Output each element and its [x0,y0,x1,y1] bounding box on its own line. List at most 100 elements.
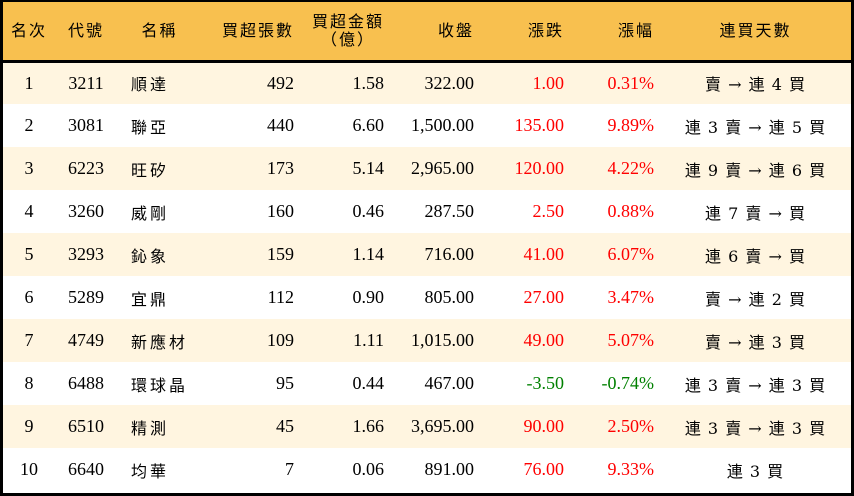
cell-code: 4749 [68,330,104,350]
cell-net-buy-amount: 0.06 [352,459,385,479]
cell-net-buy-lots: 492 [267,72,294,93]
cell-rank: 7 [24,330,34,350]
cell-net-buy-amount: 1.14 [352,244,385,264]
cell-close: 467.00 [424,373,475,393]
header-consecutive-days: 連買天數 [660,2,851,63]
table-row: 6 5289 宜鼎 112 0.90 805.00 27.00 3.47% 賣 … [3,276,851,319]
cell-net-buy-lots: 7 [285,459,294,479]
cell-change: 135.00 [514,115,565,135]
cell-net-buy-amount: 5.14 [352,158,385,178]
header-code: 代號 [55,2,117,63]
cell-change: 49.00 [523,330,565,350]
header-name: 名稱 [117,2,202,63]
header-net-buy-amount: 買超金額 （億） [300,2,390,63]
cell-code: 6510 [68,416,104,436]
cell-name: 聯亞 [131,117,170,137]
cell-net-buy-amount: 0.90 [352,287,385,307]
table-row: 2 3081 聯亞 440 6.60 1,500.00 135.00 9.89%… [3,104,851,147]
cell-close: 891.00 [424,459,475,479]
cell-close: 3,695.00 [411,416,474,436]
cell-rank: 2 [24,115,34,135]
cell-change-pct: 4.22% [607,158,655,178]
cell-consecutive-days: 連 7 賣 → 買 [705,203,806,223]
table-row: 3 6223 旺矽 173 5.14 2,965.00 120.00 4.22%… [3,147,851,190]
table-row: 10 6640 均華 7 0.06 891.00 76.00 9.33% 連 3… [3,448,851,491]
cell-net-buy-lots: 173 [267,158,294,178]
cell-change-pct: 3.47% [607,287,655,307]
table-row: 9 6510 精測 45 1.66 3,695.00 90.00 2.50% 連… [3,405,851,448]
cell-close: 805.00 [424,287,475,307]
cell-change-pct: 9.33% [607,459,655,479]
cell-consecutive-days: 連 3 買 [726,461,785,481]
cell-close: 322.00 [424,72,475,93]
cell-change-pct: 0.88% [607,201,655,221]
cell-net-buy-amount: 0.46 [352,201,385,221]
cell-code: 6488 [68,373,104,393]
cell-code: 6640 [68,459,104,479]
cell-code: 3293 [68,244,104,264]
cell-close: 1,015.00 [411,330,474,350]
cell-name: 環球晶 [131,375,189,395]
cell-consecutive-days: 賣 → 連 3 買 [705,332,806,352]
cell-net-buy-amount: 1.11 [353,330,384,350]
cell-change-pct: -0.74% [601,373,655,393]
header-net-buy-lots: 買超張數 [202,2,300,63]
cell-consecutive-days: 賣 → 連 2 買 [705,289,806,309]
cell-change-pct: 2.50% [607,416,655,436]
cell-change: 90.00 [523,416,565,436]
cell-rank: 1 [24,72,34,93]
table-row: 8 6488 環球晶 95 0.44 467.00 -3.50 -0.74% 連… [3,362,851,405]
cell-rank: 8 [24,373,34,393]
cell-net-buy-lots: 440 [267,115,294,135]
cell-close: 287.50 [424,201,475,221]
cell-change: 41.00 [523,244,565,264]
cell-consecutive-days: 連 3 賣 → 連 3 買 [684,418,827,438]
cell-rank: 10 [20,459,38,479]
cell-net-buy-amount: 0.44 [352,373,385,393]
cell-net-buy-lots: 45 [276,416,294,436]
cell-rank: 5 [24,244,34,264]
cell-name: 精測 [131,418,170,438]
cell-name: 均華 [131,461,170,481]
cell-rank: 3 [24,158,34,178]
table-header-row: 名次 代號 名稱 買超張數 買超金額 （億） 收盤 漲跌 漲幅 連買天數 [3,2,851,63]
cell-net-buy-amount: 1.66 [352,416,385,436]
cell-consecutive-days: 連 3 賣 → 連 5 買 [684,117,827,137]
cell-code: 5289 [68,287,104,307]
cell-rank: 6 [24,287,34,307]
net-buy-ranking-table: 名次 代號 名稱 買超張數 買超金額 （億） 收盤 漲跌 漲幅 連買天數 1 3 [3,2,851,491]
table-row: 1 3211 順達 492 1.58 322.00 1.00 0.31% 賣 →… [3,61,851,104]
cell-name: 宜鼎 [131,289,170,309]
cell-name: 新應材 [131,332,189,352]
cell-close: 1,500.00 [411,115,474,135]
cell-code: 3081 [68,115,104,135]
header-net-buy-amount-line2: （億） [320,29,375,49]
table-row: 5 3293 鈊象 159 1.14 716.00 41.00 6.07% 連 … [3,233,851,276]
cell-rank: 9 [24,416,34,436]
header-rank: 名次 [3,2,55,63]
cell-consecutive-days: 連 9 賣 → 連 6 買 [684,160,827,180]
cell-consecutive-days: 賣 → 連 4 買 [705,75,806,95]
cell-change: -3.50 [526,373,565,393]
cell-net-buy-lots: 159 [267,244,294,264]
header-change: 漲跌 [480,2,570,63]
cell-change: 27.00 [523,287,565,307]
cell-change: 120.00 [514,158,565,178]
cell-close: 2,965.00 [411,158,474,178]
cell-name: 順達 [131,75,170,95]
cell-net-buy-amount: 1.58 [352,72,385,93]
header-change-pct: 漲幅 [570,2,660,63]
cell-name: 鈊象 [131,246,170,266]
cell-net-buy-lots: 109 [267,330,294,350]
cell-consecutive-days: 連 3 賣 → 連 3 買 [684,375,827,395]
cell-net-buy-lots: 160 [267,201,294,221]
cell-consecutive-days: 連 6 賣 → 買 [705,246,806,266]
cell-code: 3260 [68,201,104,221]
header-close: 收盤 [390,2,480,63]
cell-net-buy-lots: 95 [276,373,294,393]
cell-change-pct: 0.31% [607,72,655,93]
cell-net-buy-amount: 6.60 [352,115,385,135]
cell-name: 威剛 [131,203,170,223]
cell-code: 3211 [68,72,104,93]
